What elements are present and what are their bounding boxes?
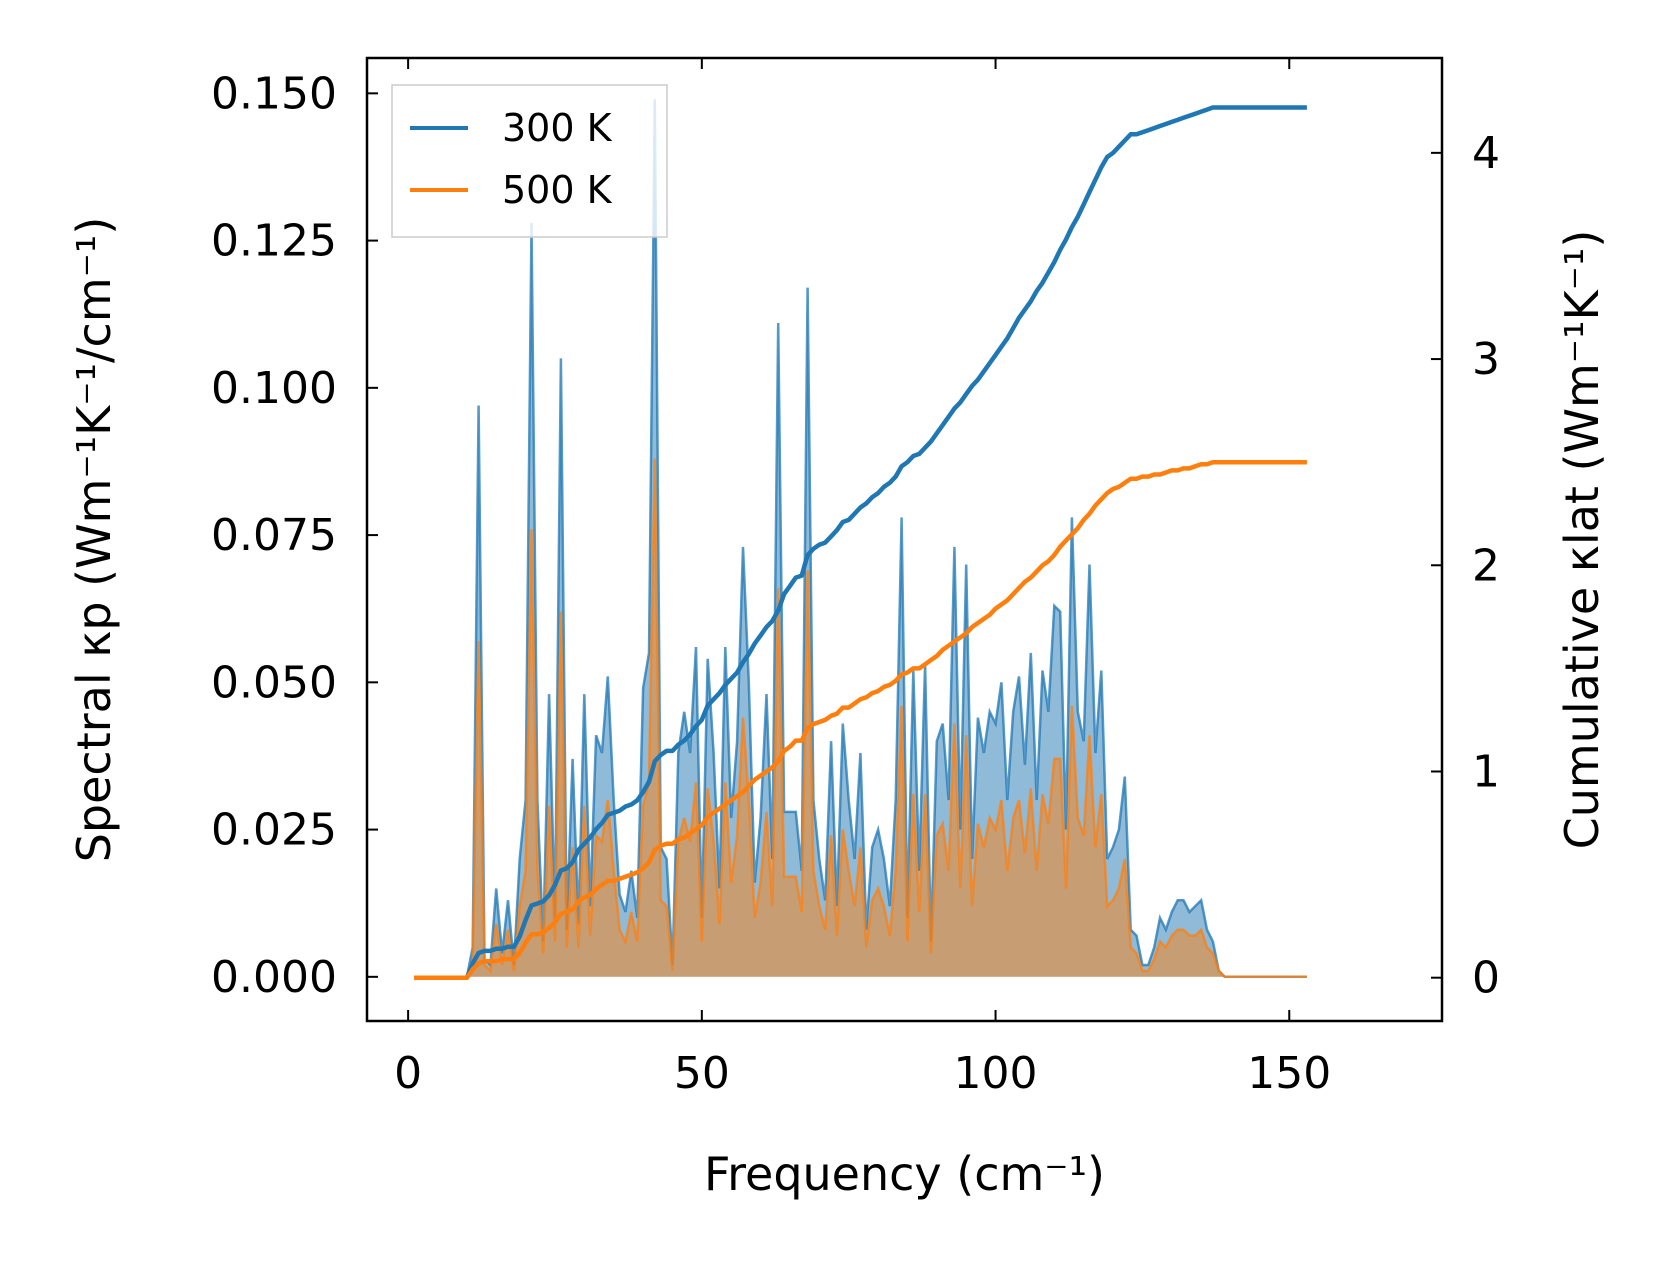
x-tick-label: 0 bbox=[394, 1048, 422, 1099]
x-tick-label: 100 bbox=[954, 1048, 1038, 1099]
plot-area bbox=[414, 99, 1307, 980]
axes-frame bbox=[365, 56, 1444, 1023]
legend-label-500k: 500 K bbox=[502, 168, 613, 212]
y-axis-left-label: Spectral κp (Wm⁻¹K⁻¹/cm⁻¹) bbox=[67, 217, 121, 863]
spectral-line-500-k bbox=[414, 458, 1307, 979]
x-axis-label: Frequency (cm⁻¹) bbox=[704, 1147, 1105, 1201]
y-right-tick-label: 2 bbox=[1472, 540, 1500, 591]
y-left-tick-label: 0.150 bbox=[211, 68, 337, 119]
x-tick-label: 150 bbox=[1247, 1048, 1331, 1099]
y-right-tick-label: 1 bbox=[1472, 746, 1500, 797]
cumulative-line-500-k bbox=[414, 459, 1307, 980]
y-right-tick-label: 0 bbox=[1472, 953, 1500, 1004]
legend: 300 K 500 K bbox=[391, 84, 668, 238]
legend-box bbox=[391, 84, 668, 238]
spectral-line-300-k bbox=[414, 99, 1307, 979]
y-axis-right-label: Cumulative κlat (Wm⁻¹K⁻¹) bbox=[1555, 230, 1609, 850]
y-left-tick-label: 0.025 bbox=[211, 805, 337, 856]
y-left-tick-label: 0.050 bbox=[211, 657, 337, 708]
cumulative-line-300-k bbox=[414, 105, 1307, 980]
y-left-tick-label: 0.075 bbox=[211, 510, 337, 561]
legend-label-300k: 300 K bbox=[502, 106, 613, 150]
spectral-area-500-k bbox=[414, 458, 1307, 977]
y-right-tick-label: 3 bbox=[1472, 334, 1500, 385]
y-left-tick-label: 0.000 bbox=[211, 952, 337, 1003]
y-left-tick-label: 0.125 bbox=[211, 216, 337, 267]
x-tick-label: 50 bbox=[674, 1048, 730, 1099]
axes: 0 50 100 150 0.000 0.025 0.050 0.075 0.100 0.125 0… bbox=[211, 56, 1500, 1099]
y-left-tick-label: 0.100 bbox=[211, 363, 337, 414]
spectral-area-300-k bbox=[414, 99, 1307, 977]
y-right-tick-label: 4 bbox=[1472, 128, 1500, 179]
